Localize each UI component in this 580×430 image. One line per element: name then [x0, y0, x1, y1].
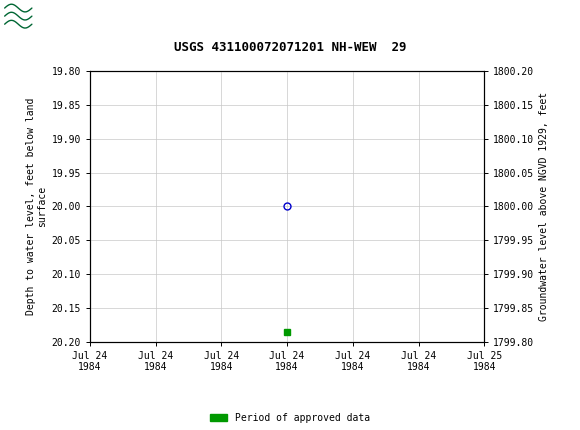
Legend: Period of approved data: Period of approved data [210, 413, 370, 423]
Text: USGS: USGS [38, 9, 85, 24]
Y-axis label: Groundwater level above NGVD 1929, feet: Groundwater level above NGVD 1929, feet [539, 92, 549, 321]
Y-axis label: Depth to water level, feet below land
surface: Depth to water level, feet below land su… [26, 98, 48, 315]
Text: USGS 431100072071201 NH-WEW  29: USGS 431100072071201 NH-WEW 29 [174, 41, 406, 54]
FancyBboxPatch shape [3, 2, 72, 31]
